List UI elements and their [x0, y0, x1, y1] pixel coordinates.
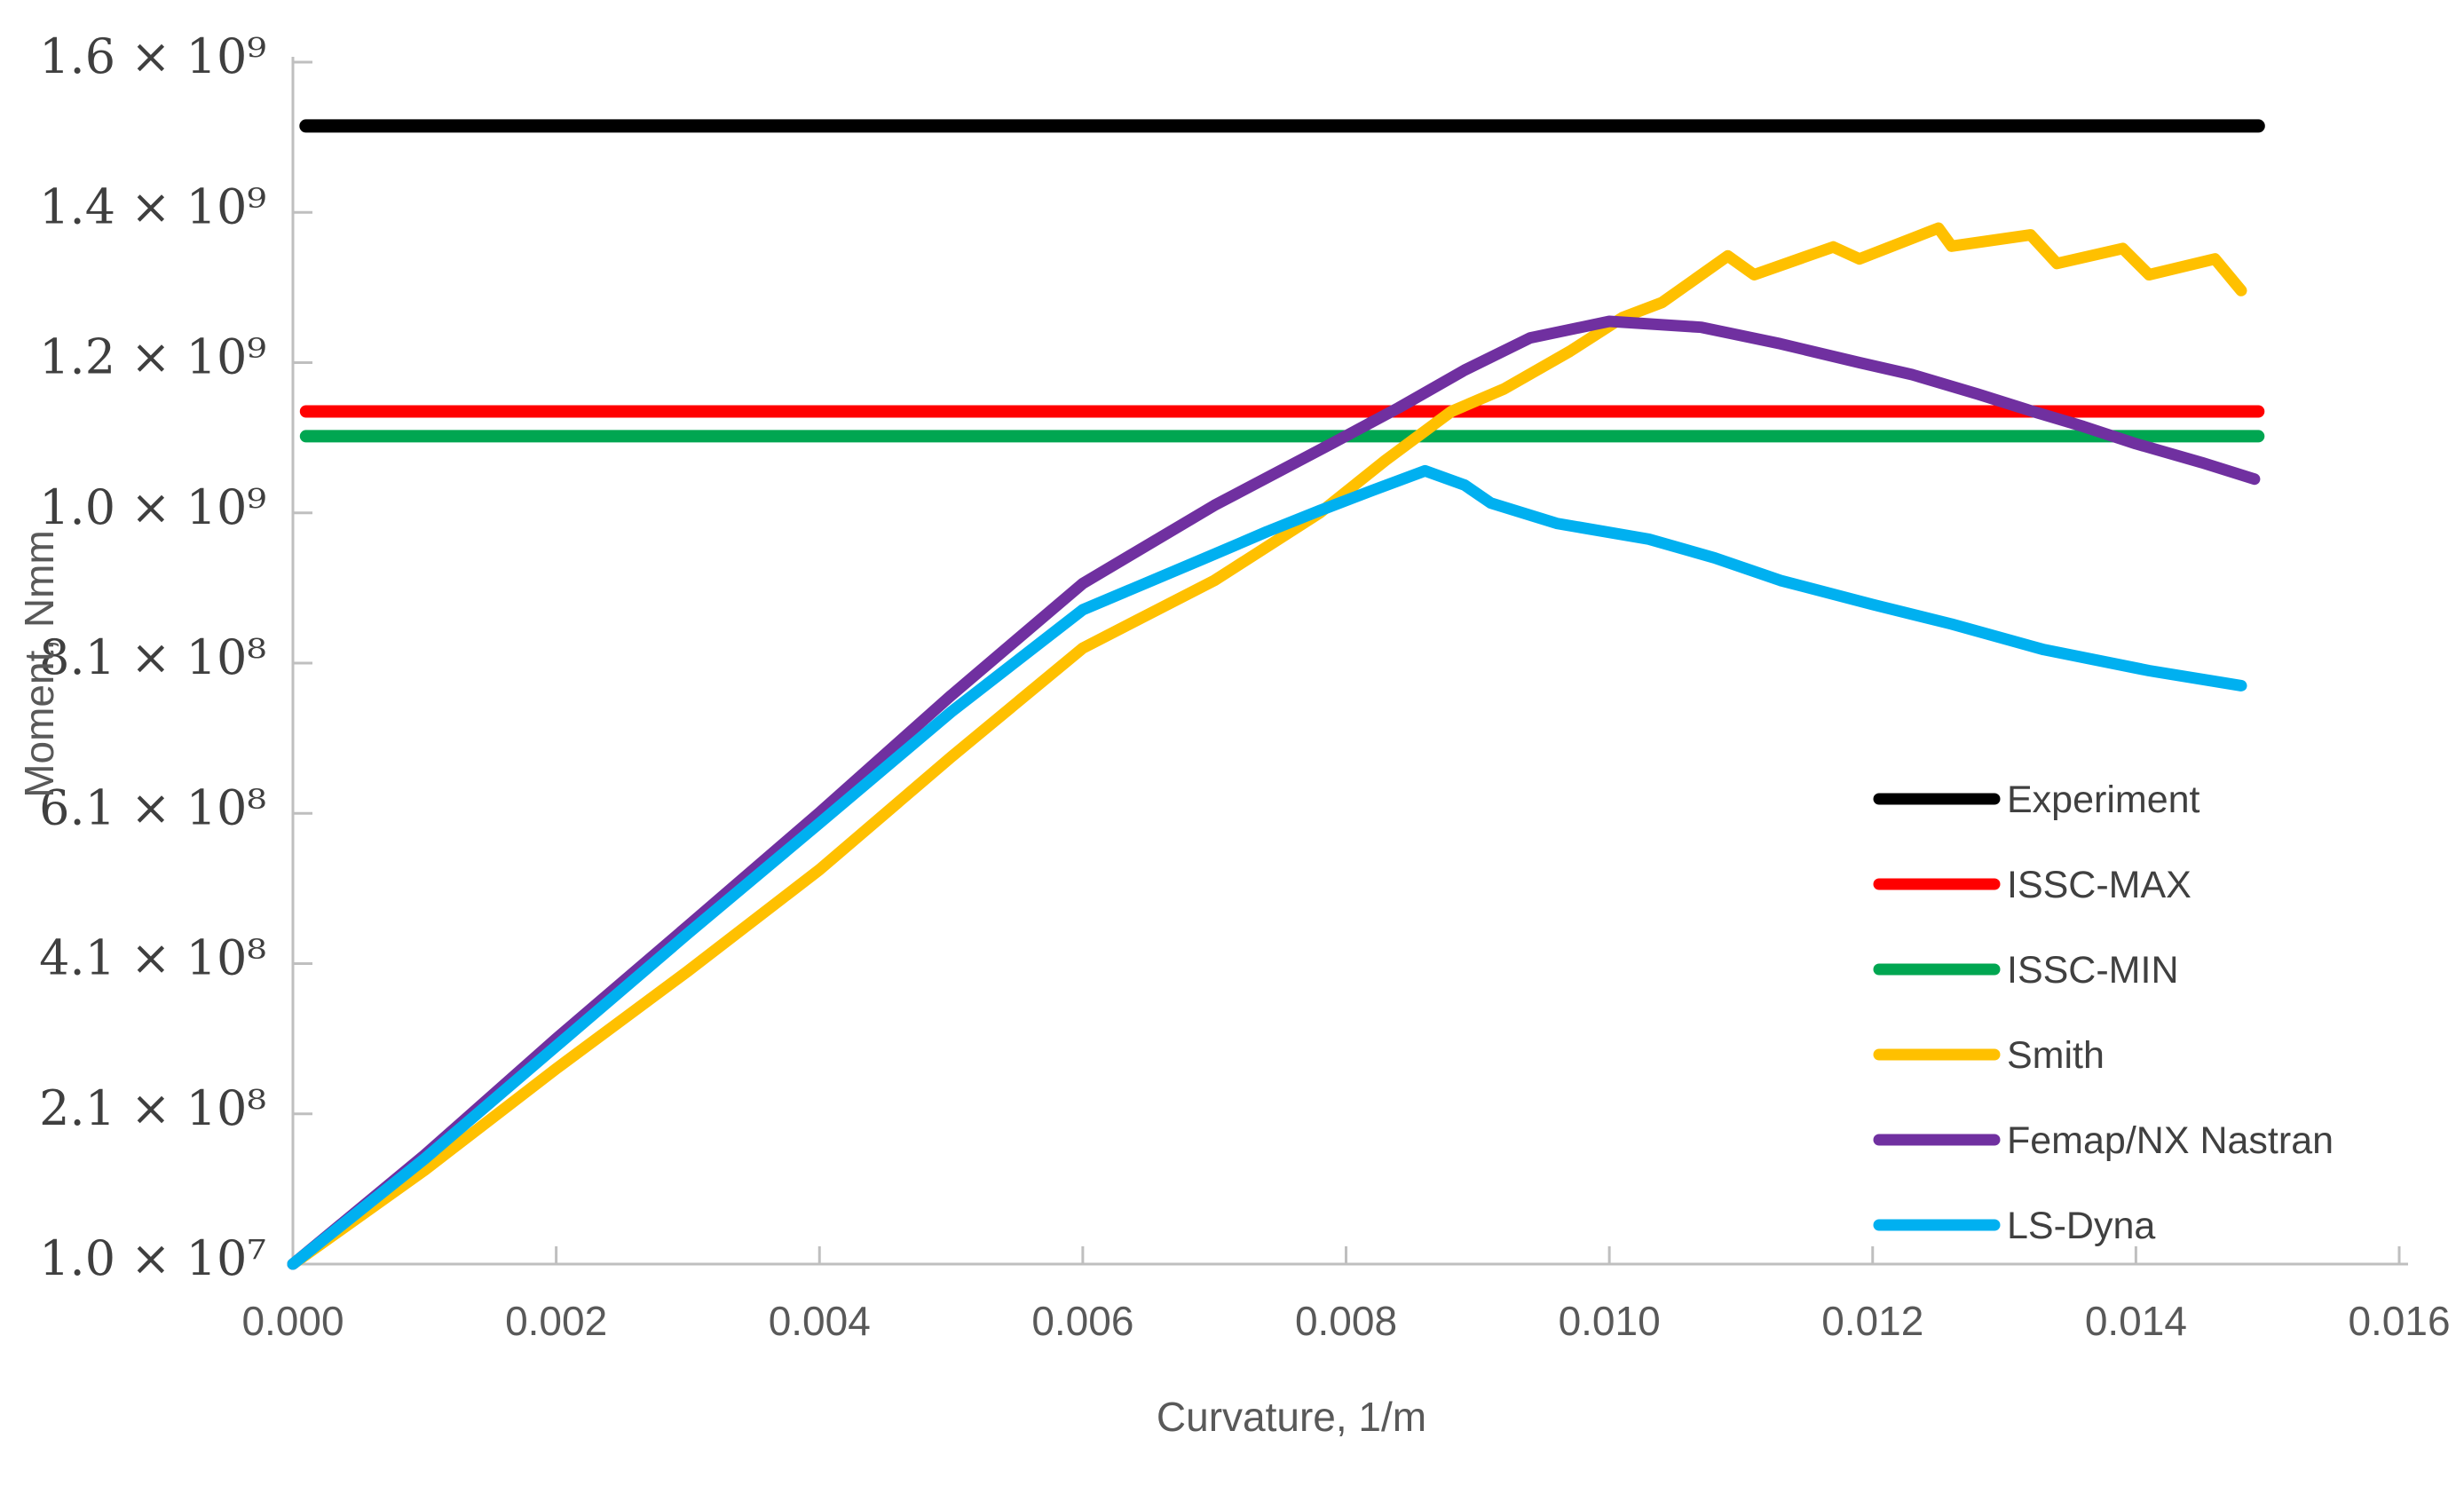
y-tick-label: 1.0 × 10⁷ [39, 1230, 266, 1286]
legend-label-experiment: Experiment [2007, 779, 2200, 821]
legend-label-ls-dyna: LS-Dyna [2007, 1205, 2155, 1247]
series-line-femap-nx-nastran [287, 315, 2261, 1270]
x-tick-label: 0.006 [1031, 1298, 1133, 1344]
legend: Experiment ISSC-MAX ISSC-MIN Smith Femap/NX … [1873, 779, 2334, 1247]
x-tick-label: 0.002 [505, 1298, 607, 1344]
y-axis-title: Moment, Nmm [16, 530, 62, 798]
y-tick-label: 1.2 × 10⁹ [39, 329, 266, 385]
x-tick-label: 0.016 [2348, 1298, 2450, 1344]
y-tick-label: 1.0 × 10⁹ [39, 479, 266, 535]
series-line-ls-dyna [287, 464, 2247, 1270]
x-tick-label: 0.004 [769, 1298, 871, 1344]
legend-label-smith: Smith [2007, 1034, 2105, 1077]
x-tick-label: 0.000 [241, 1298, 344, 1344]
y-tick-label: 6.1 × 10⁸ [39, 779, 266, 835]
axes [291, 57, 2408, 1266]
x-tick-label: 0.014 [2085, 1298, 2187, 1344]
series-lines [287, 119, 2265, 1270]
tick-labels: 0.000 0.002 0.004 0.006 0.008 0.010 0.012 0.014… [39, 28, 2450, 1344]
x-tick-label: 0.012 [1821, 1298, 1923, 1344]
legend-label-issc-min: ISSC-MIN [2007, 949, 2179, 992]
x-tick-label: 0.008 [1295, 1298, 1397, 1344]
legend-label-femap-nx-nastran: Femap/NX Nastran [2007, 1119, 2334, 1162]
y-tick-label: 1.6 × 10⁹ [39, 28, 266, 84]
x-tick-label: 0.010 [1559, 1298, 1661, 1344]
legend-label-issc-max: ISSC-MAX [2007, 864, 2192, 906]
y-tick-label: 2.1 × 10⁸ [39, 1080, 266, 1136]
y-tick-label: 1.4 × 10⁹ [39, 178, 266, 234]
y-tick-label: 4.1 × 10⁸ [39, 930, 266, 986]
x-axis-title: Curvature, 1/m [1157, 1394, 1426, 1440]
y-tick-label: 8.1 × 10⁸ [39, 629, 266, 685]
